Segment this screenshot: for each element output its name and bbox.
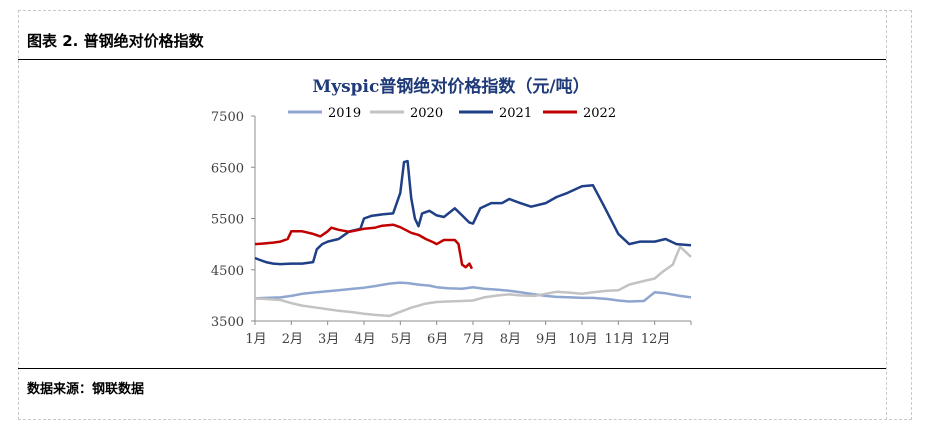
y-tick-label: 7500 <box>211 110 244 125</box>
figure-title: 图表 2. 普钢绝对价格指数 <box>27 32 204 50</box>
legend-label-2020: 2020 <box>410 106 443 121</box>
y-tick-label: 4500 <box>211 264 244 279</box>
x-tick-label: 3月 <box>318 332 339 347</box>
series-line-2021 <box>254 159 692 266</box>
legend-label-2021: 2021 <box>499 106 532 121</box>
series-line-2020 <box>254 245 692 318</box>
x-tick-label: 6月 <box>427 332 448 347</box>
y-axis: 3500 4500 5500 6500 7500 <box>211 110 256 330</box>
y-tick-label: 5500 <box>211 213 244 228</box>
x-tick-label: 1月 <box>245 332 266 347</box>
x-tick-label: 2月 <box>282 332 303 347</box>
frame-divider <box>886 10 888 420</box>
x-tick-label: 7月 <box>463 332 484 347</box>
legend-label-2022: 2022 <box>583 106 616 121</box>
x-tick-label: 5月 <box>391 332 412 347</box>
x-tick-label: 9月 <box>536 332 557 347</box>
series-line-2022 <box>254 223 474 270</box>
x-tick-label: 12月 <box>641 332 671 347</box>
x-tick-label: 8月 <box>500 332 521 347</box>
source-rule <box>18 368 886 369</box>
x-tick-label: 10月 <box>568 332 598 347</box>
x-tick-label: 11月 <box>605 332 635 347</box>
legend-label-2019: 2019 <box>328 106 361 121</box>
source-note: 数据来源：钢联数据 <box>27 382 145 397</box>
y-tick-label: 6500 <box>211 161 244 176</box>
chart-title: Myspic普钢绝对价格指数（元/吨） <box>312 76 589 97</box>
x-tick-label: 4月 <box>354 332 375 347</box>
title-rule <box>18 59 886 60</box>
x-axis: 1月 2月 3月 4月 5月 6月 7月 8月 9月 10月 11月 12月 <box>245 320 692 347</box>
y-tick-label: 3500 <box>211 315 244 330</box>
figure-frame <box>18 10 912 420</box>
series-line-2019 <box>254 281 692 303</box>
legend: 2019 2020 2021 2022 <box>288 106 616 121</box>
plot-area <box>254 159 692 318</box>
